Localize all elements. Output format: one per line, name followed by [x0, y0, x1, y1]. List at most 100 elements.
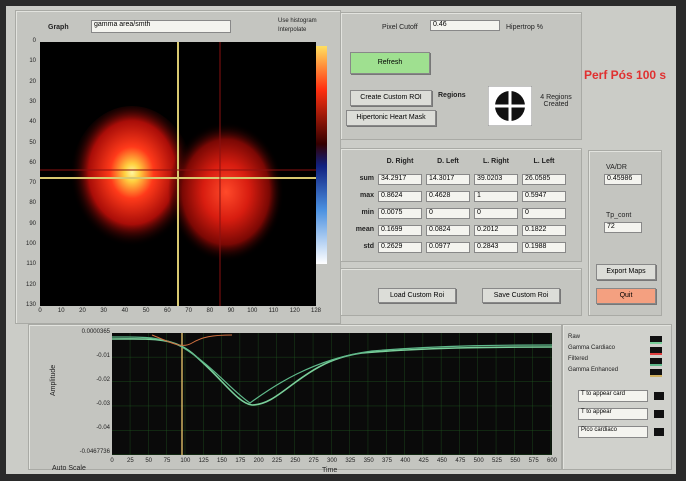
heatmap-x-tick: 50 [141, 308, 151, 314]
cell: 0.0977 [426, 242, 470, 253]
refresh-button[interactable]: Refresh [350, 52, 430, 74]
option-interpolate[interactable]: Interpolate [278, 27, 306, 33]
heart-mask-button[interactable]: Hipertonic Heart Mask [346, 110, 436, 126]
load-roi-button[interactable]: Load Custom Roi [378, 288, 456, 303]
cell: 0.2843 [474, 242, 518, 253]
wave-x-tick: 400 [397, 458, 413, 464]
heatmap-x-tick: 110 [269, 308, 279, 314]
wave-x-tick: 25 [122, 458, 138, 464]
save-roi-button[interactable]: Save Custom Roi [482, 288, 560, 303]
graph-label: Graph [48, 24, 69, 31]
column-header: D. Right [378, 158, 422, 165]
wave-x-tick: 525 [489, 458, 505, 464]
wave-y-tick: 0.0000365 [58, 329, 110, 335]
cell: 0.1988 [522, 242, 566, 253]
cell: 0.0824 [426, 225, 470, 236]
wave-y-tick: -0.04 [58, 425, 110, 431]
pixel-cutoff-label: Pixel Cutoff [382, 24, 418, 31]
wave-x-tick: 350 [361, 458, 377, 464]
heatmap-y-tick: 100 [20, 241, 36, 247]
cell: 0.2629 [378, 242, 422, 253]
heatmap-x-tick: 80 [205, 308, 215, 314]
cell: 0.2012 [474, 225, 518, 236]
wave-x-tick: 100 [177, 458, 193, 464]
row-label: std [346, 243, 374, 250]
tp-label: Tp_cont [606, 212, 631, 219]
screen: Graph gamma area/smth Use histogram Inte… [0, 0, 686, 481]
page-title: Perf Pós 100 s [584, 68, 666, 82]
row-label: min [346, 209, 374, 216]
wave-x-tick: 125 [196, 458, 212, 464]
cell: 0.0075 [378, 208, 422, 219]
heatmap-y-tick: 90 [20, 221, 36, 227]
regions-label: Regions [438, 92, 466, 99]
front-panel: Graph gamma area/smth Use histogram Inte… [6, 6, 676, 474]
heatmap-y-tick: 60 [20, 160, 36, 166]
wave-y-tick: -0.02 [58, 377, 110, 383]
wave-x-tick: 250 [287, 458, 303, 464]
waveform-plot [112, 333, 552, 455]
option-histogram[interactable]: Use histogram [278, 18, 317, 24]
create-roi-button[interactable]: Create Custom ROI [350, 90, 432, 106]
heatmap-x-tick: 60 [162, 308, 172, 314]
regions-icon [488, 86, 532, 126]
cell: 0.1822 [522, 225, 566, 236]
tp-value: 72 [604, 222, 642, 233]
heatmap-x-tick: 20 [77, 308, 87, 314]
legend-swatch [650, 347, 662, 355]
legend-entry: Raw [568, 334, 580, 340]
heatmap-x-tick: 30 [99, 308, 109, 314]
graph-selector[interactable]: gamma area/smth [91, 20, 231, 33]
wave-x-tick: 475 [452, 458, 468, 464]
cell: 0.8624 [378, 191, 422, 202]
legend-swatch [650, 369, 662, 377]
auto-scale[interactable]: Auto Scale [52, 465, 86, 472]
wave-x-tick: 225 [269, 458, 285, 464]
cell: 0.5947 [522, 191, 566, 202]
wave-y-tick: -0.01 [58, 353, 110, 359]
wave-x-tick: 300 [324, 458, 340, 464]
vadr-label: VA/DR [606, 164, 627, 171]
cell: 1 [474, 191, 518, 202]
pixel-cutoff-input[interactable]: 0.46 [430, 20, 500, 31]
wave-x-tick: 75 [159, 458, 175, 464]
cell: 26.0585 [522, 174, 566, 185]
wave-input[interactable]: T to appear [578, 408, 648, 420]
column-header: L. Left [522, 158, 566, 165]
cell: 0.1699 [378, 225, 422, 236]
heatmap [40, 42, 316, 306]
wave-x-tick: 150 [214, 458, 230, 464]
cell: 0 [522, 208, 566, 219]
legend-entry: Filtered [568, 356, 588, 362]
cell: 34.2917 [378, 174, 422, 185]
quit-button[interactable]: Quit [596, 288, 656, 304]
regions-status: 4 Regions Created [536, 94, 576, 108]
heatmap-y-tick: 40 [20, 119, 36, 125]
heatmap-y-tick: 20 [20, 79, 36, 85]
wave-x-tick: 550 [507, 458, 523, 464]
input-swatch [654, 410, 664, 418]
wave-x-tick: 375 [379, 458, 395, 464]
heatmap-x-tick: 0 [35, 308, 45, 314]
wave-x-tick: 425 [416, 458, 432, 464]
wave-input[interactable]: T to appear card [578, 390, 648, 402]
export-button[interactable]: Export Maps [596, 264, 656, 280]
wave-x-tick: 600 [544, 458, 560, 464]
wave-input[interactable]: Pico cardiaco [578, 426, 648, 438]
heatmap-y-tick: 120 [20, 282, 36, 288]
legend-swatch [650, 336, 662, 344]
heatmap-y-tick: 30 [20, 99, 36, 105]
wave-x-tick: 575 [526, 458, 542, 464]
column-header: L. Right [474, 158, 518, 165]
heatmap-x-tick: 90 [226, 308, 236, 314]
legend-swatch [650, 358, 662, 366]
legend-entry: Gamma Enhanced [568, 367, 618, 373]
wave-x-tick: 200 [251, 458, 267, 464]
wave-x-tick: 0 [104, 458, 120, 464]
row-label: mean [346, 226, 374, 233]
heatmap-y-tick: 10 [20, 58, 36, 64]
wave-y-tick: -0.0467736 [58, 449, 110, 455]
row-label: sum [346, 175, 374, 182]
wave-x-tick: 450 [434, 458, 450, 464]
wave-y-tick: -0.03 [58, 401, 110, 407]
